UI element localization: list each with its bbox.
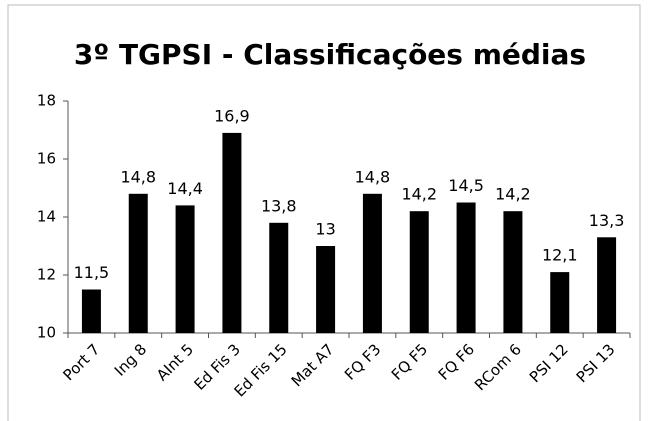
value-label: 14,4 <box>167 179 203 198</box>
bar <box>128 193 148 333</box>
bar <box>409 211 429 333</box>
bar <box>81 289 101 333</box>
value-label: 11,5 <box>74 263 110 282</box>
chart-title: 3º TGPSI - Classificações médias <box>74 38 586 71</box>
y-tick-label: 14 <box>37 208 56 226</box>
value-label: 13 <box>315 220 335 239</box>
bar <box>316 246 336 333</box>
chart-frame <box>7 4 641 421</box>
y-tick-label: 10 <box>37 324 56 342</box>
y-tick-label: 16 <box>37 150 56 168</box>
value-label: 16,9 <box>214 106 250 125</box>
value-label: 14,8 <box>355 167 391 186</box>
value-label: 14,8 <box>120 167 156 186</box>
bar <box>597 237 617 333</box>
value-label: 13,8 <box>261 196 297 215</box>
value-label: 14,2 <box>401 185 437 204</box>
bar <box>175 205 195 333</box>
y-tick-label: 18 <box>37 92 56 110</box>
bar <box>362 193 382 333</box>
bar <box>222 132 242 333</box>
value-label: 14,5 <box>448 176 484 195</box>
value-label: 14,2 <box>495 185 531 204</box>
bar <box>456 202 476 333</box>
bar <box>550 272 570 333</box>
value-label: 13,3 <box>589 211 625 230</box>
y-tick-label: 12 <box>37 266 56 284</box>
value-label: 12,1 <box>542 246 578 265</box>
bar <box>269 222 289 333</box>
bar <box>503 211 523 333</box>
